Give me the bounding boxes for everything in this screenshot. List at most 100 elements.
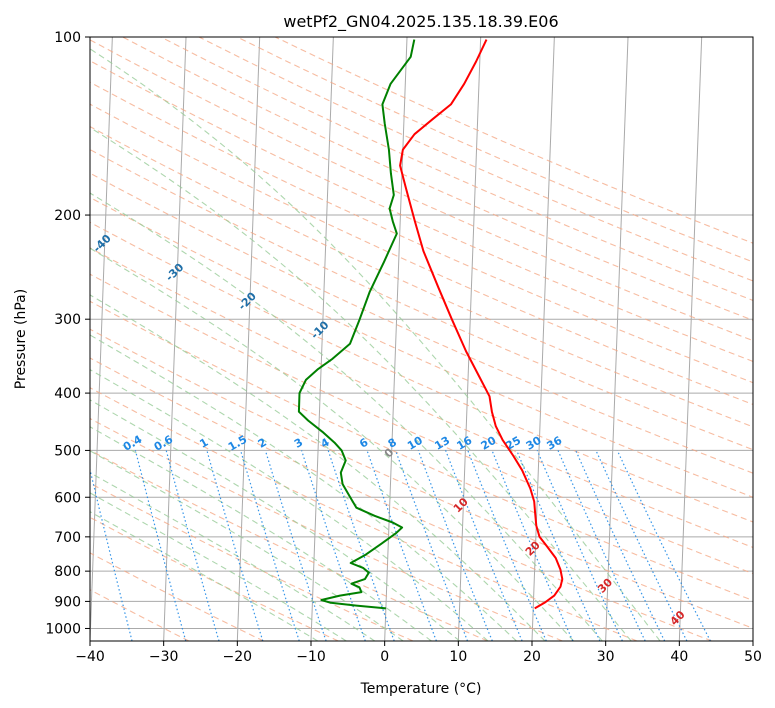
moist-adiabat — [90, 511, 319, 641]
mixing-ratio-label: 13 — [432, 434, 452, 453]
dry-adiabat-label: -20 — [236, 289, 259, 312]
x-tick-label: 40 — [670, 649, 688, 665]
moist-adiabat — [90, 492, 347, 641]
dewpoint-profile-line — [297, 39, 416, 610]
dry-adiabat — [90, 449, 488, 641]
plot-area: 0.40.611.52346810131620253036-100-90-80-… — [18, 37, 753, 641]
dry-adiabat — [90, 81, 753, 384]
dry-adiabat-label: 30 — [595, 576, 615, 596]
y-tick-label: 800 — [54, 564, 81, 580]
mixing-ratio-line — [516, 450, 601, 641]
moist-adiabat — [90, 426, 432, 641]
y-tick-label: 200 — [54, 208, 81, 224]
dry-adiabat — [90, 482, 414, 641]
moist-adiabat — [90, 294, 546, 641]
mixing-ratio-line — [366, 450, 437, 641]
x-tick-label: −10 — [296, 649, 326, 665]
isotherm-line — [457, 37, 482, 641]
mixing-ratio-line — [467, 450, 547, 641]
chart-title: wetPf2_GN04.2025.135.18.39.E06 — [283, 12, 558, 32]
mixing-ratio-line — [491, 450, 574, 641]
dry-adiabat — [90, 552, 264, 641]
x-tick-label: 20 — [523, 649, 541, 665]
isotherm-line — [384, 37, 408, 641]
dry-adiabat — [90, 516, 339, 641]
mixing-ratio-line — [165, 450, 220, 641]
mixing-ratio-line — [206, 450, 264, 641]
isotherm-line — [90, 37, 113, 641]
y-tick-label: 1000 — [45, 621, 81, 637]
plot-frame — [89, 36, 754, 642]
mixing-ratio-line — [575, 450, 666, 641]
dry-adiabat — [198, 37, 753, 282]
isotherm-line — [605, 37, 629, 641]
moist-adiabat — [90, 247, 575, 641]
x-axis-label: Temperature (°C) — [360, 681, 482, 697]
y-axis-label: Pressure (hPa) — [13, 289, 29, 389]
y-tick-label: 700 — [54, 530, 81, 546]
y-tick-label: 100 — [54, 30, 81, 46]
mixing-ratio-line — [301, 450, 366, 641]
x-tick-label: −40 — [75, 649, 105, 665]
moist-adiabat — [90, 472, 376, 641]
dry-adiabat — [90, 148, 753, 451]
dry-adiabat — [122, 37, 753, 321]
isotherm-line — [752, 627, 753, 641]
y-axis: 100 200 300 400 500 600 700 800 900 1000 — [45, 30, 90, 637]
mixing-ratio-label: 6 — [357, 436, 370, 451]
moist-adiabat — [90, 192, 603, 641]
mixing-ratio-line — [327, 450, 395, 641]
temperature-profile-line — [399, 39, 564, 610]
isotherm-line — [531, 37, 555, 641]
dry-adiabat — [90, 247, 753, 548]
y-tick-label: 900 — [54, 594, 81, 610]
moist-adiabat — [90, 369, 489, 641]
mixing-ratio-line — [90, 467, 133, 641]
mixing-ratio-line — [134, 450, 187, 641]
mixing-ratio-label: 3 — [292, 436, 305, 451]
dry-adiabat — [90, 417, 563, 641]
mixing-ratio-line — [557, 450, 646, 641]
dry-adiabat — [90, 172, 753, 474]
mixing-ratio-line — [264, 450, 327, 641]
isotherm-line — [678, 37, 703, 641]
mixing-ratio-line — [395, 450, 469, 641]
mixing-ratio-line — [616, 450, 711, 641]
dry-adiabat — [90, 60, 753, 362]
x-tick-label: 10 — [449, 649, 467, 665]
dry-adiabat — [90, 196, 753, 498]
y-tick-label: 400 — [54, 386, 81, 402]
mixing-ratio-line — [417, 450, 493, 641]
moist-adiabat — [90, 450, 404, 641]
x-tick-label: 0 — [380, 649, 389, 665]
mixing-ratio-label: 16 — [455, 434, 475, 453]
x-tick-label: −30 — [149, 649, 179, 665]
x-tick-label: −20 — [223, 649, 253, 665]
mixing-ratio-line — [240, 450, 300, 641]
isotherm-line — [236, 37, 261, 641]
dry-adiabat-label: -30 — [163, 261, 186, 284]
moist-adiabat — [90, 334, 517, 641]
x-tick-label: 30 — [597, 649, 615, 665]
dry-adiabat — [90, 357, 712, 641]
mixing-ratio-label: 25 — [503, 434, 523, 453]
dry-adiabat-label: -50 — [18, 203, 41, 226]
dry-adiabat-label: 20 — [523, 538, 543, 558]
mixing-ratio-line — [445, 450, 523, 641]
moist-adiabat — [90, 399, 461, 641]
isotherm-line — [163, 37, 187, 641]
y-tick-label: 600 — [54, 490, 81, 506]
dry-adiabat — [90, 221, 753, 523]
y-tick-label: 500 — [54, 443, 81, 459]
mixing-ratio-label: 20 — [479, 434, 499, 453]
y-tick-label: 300 — [54, 312, 81, 328]
dry-adiabat-label: -10 — [308, 318, 331, 341]
mixing-ratio-label: 1 — [197, 436, 210, 451]
moist-adiabat — [90, 48, 661, 641]
x-axis: −40 −30 −20 −10 0 10 20 30 40 50 — [75, 641, 762, 665]
dry-adiabat-label: -40 — [91, 232, 114, 255]
x-tick-label: 50 — [744, 649, 762, 665]
dry-adiabat — [90, 589, 190, 641]
mixing-ratio-label: 36 — [545, 434, 565, 453]
